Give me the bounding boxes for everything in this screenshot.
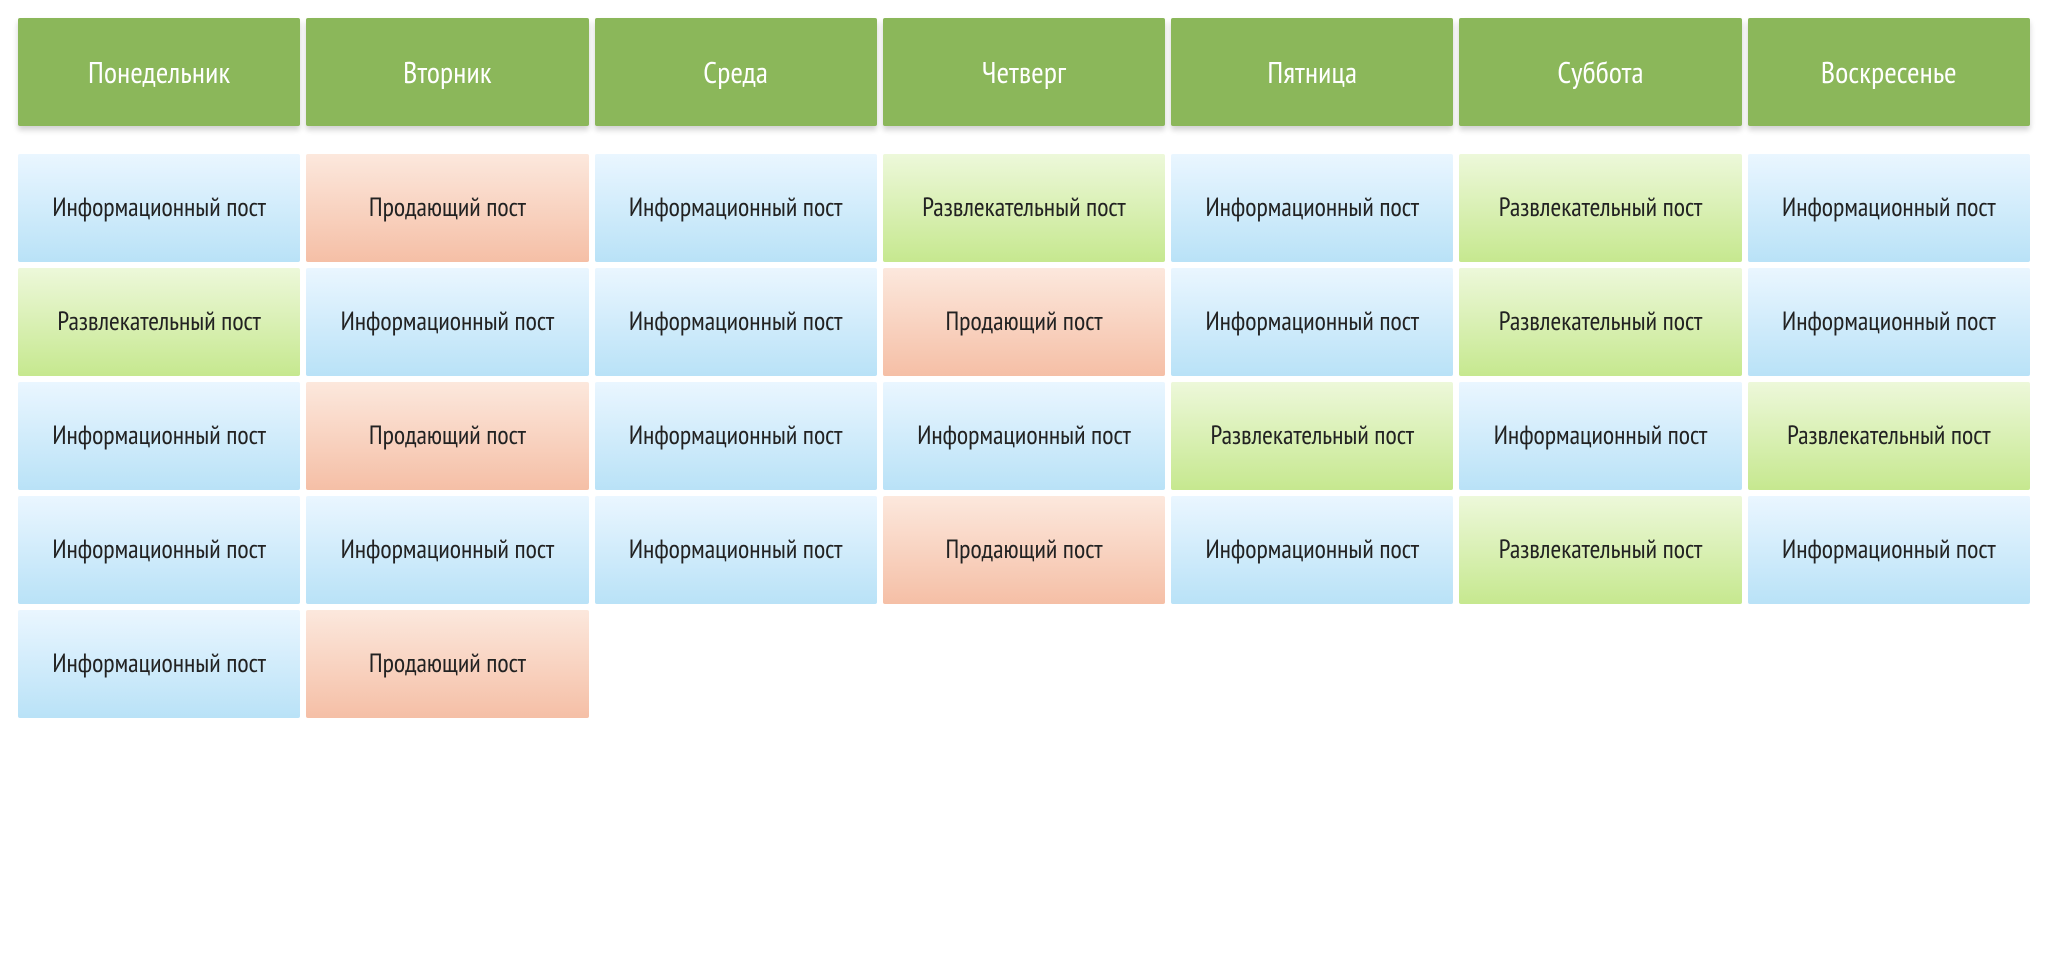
info-post-cell: Информационный пост [1171,154,1453,262]
weekday-header: Суббота [1459,18,1741,126]
info-post-cell: Информационный пост [18,154,300,262]
empty-cell [883,610,1165,718]
sell-post-cell: Продающий пост [883,496,1165,604]
sell-post-cell: Продающий пост [883,268,1165,376]
weekday-header: Пятница [1171,18,1453,126]
info-post-cell: Информационный пост [1171,496,1453,604]
info-post-cell: Информационный пост [1171,268,1453,376]
info-post-cell: Информационный пост [18,496,300,604]
fun-post-cell: Развлекательный пост [1748,382,2030,490]
info-post-cell: Информационный пост [595,154,877,262]
weekday-header: Четверг [883,18,1165,126]
fun-post-cell: Развлекательный пост [1171,382,1453,490]
info-post-cell: Информационный пост [1459,382,1741,490]
fun-post-cell: Развлекательный пост [1459,268,1741,376]
info-post-cell: Информационный пост [595,496,877,604]
info-post-cell: Информационный пост [595,268,877,376]
info-post-cell: Информационный пост [1748,154,2030,262]
empty-cell [1748,610,2030,718]
fun-post-cell: Развлекательный пост [18,268,300,376]
fun-post-cell: Развлекательный пост [1459,154,1741,262]
info-post-cell: Информационный пост [595,382,877,490]
empty-cell [1459,610,1741,718]
info-post-cell: Информационный пост [1748,268,2030,376]
empty-cell [1171,610,1453,718]
info-post-cell: Информационный пост [883,382,1165,490]
info-post-cell: Информационный пост [1748,496,2030,604]
sell-post-cell: Продающий пост [306,154,588,262]
weekday-header: Вторник [306,18,588,126]
content-plan-table: ПонедельникВторникСредаЧетвергПятницаСуб… [18,18,2030,718]
sell-post-cell: Продающий пост [306,382,588,490]
sell-post-cell: Продающий пост [306,610,588,718]
info-post-cell: Информационный пост [306,496,588,604]
info-post-cell: Информационный пост [18,610,300,718]
info-post-cell: Информационный пост [18,382,300,490]
fun-post-cell: Развлекательный пост [1459,496,1741,604]
fun-post-cell: Развлекательный пост [883,154,1165,262]
header-body-spacer [18,132,2030,148]
weekday-header: Среда [595,18,877,126]
empty-cell [595,610,877,718]
weekday-header: Понедельник [18,18,300,126]
weekday-header: Воскресенье [1748,18,2030,126]
info-post-cell: Информационный пост [306,268,588,376]
